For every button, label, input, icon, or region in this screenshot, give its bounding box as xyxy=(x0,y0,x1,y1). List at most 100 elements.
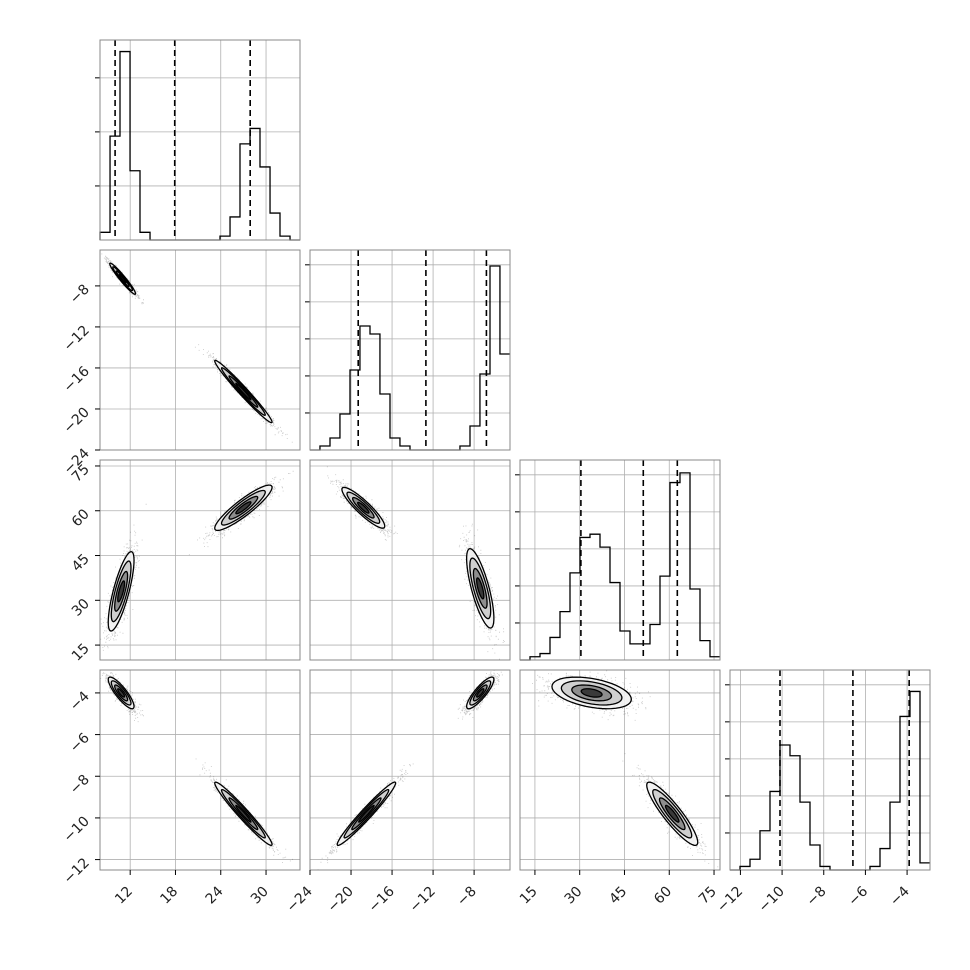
panel-frame xyxy=(99,459,301,661)
contour-line xyxy=(652,788,693,839)
contour-line xyxy=(228,495,259,520)
panel-frame xyxy=(729,669,931,871)
histogram-panel xyxy=(95,39,301,241)
x-tick-label: −12 xyxy=(714,884,746,916)
panel-frame xyxy=(99,39,301,241)
contour-line xyxy=(472,567,488,609)
density-fill xyxy=(665,805,679,823)
x-tick-label: 45 xyxy=(606,884,630,908)
y-tick-label: 60 xyxy=(69,506,93,530)
histogram-step xyxy=(520,472,720,661)
histogram-panel xyxy=(305,249,511,451)
scatter-panel xyxy=(519,669,721,871)
y-tick-label: −8 xyxy=(67,281,93,307)
contour-line xyxy=(343,788,390,839)
contour-line xyxy=(476,577,485,600)
panel-frame xyxy=(309,249,511,451)
contour-line xyxy=(228,797,259,831)
contour-line xyxy=(346,491,381,524)
contour-line xyxy=(235,382,252,401)
contour-line xyxy=(235,501,252,515)
density-fill xyxy=(235,383,251,400)
contour-line xyxy=(110,680,132,706)
scatter-panel xyxy=(99,249,301,451)
scatter-panel xyxy=(99,669,301,871)
y-tick-label: −8 xyxy=(67,772,93,798)
density-layer xyxy=(100,470,294,651)
contour-line xyxy=(336,781,397,847)
x-tick-label: −6 xyxy=(845,883,871,909)
contour-line xyxy=(115,270,130,288)
density-fill xyxy=(476,577,484,599)
density-layer xyxy=(532,670,719,868)
panel-frame xyxy=(99,249,301,451)
histogram-panel xyxy=(725,669,931,871)
density-layer xyxy=(100,672,293,863)
y-tick-label: 30 xyxy=(69,596,93,620)
x-tick-label: −8 xyxy=(804,884,830,910)
contour-line xyxy=(107,550,135,632)
x-tick-label: −20 xyxy=(325,884,357,916)
panel-frame xyxy=(309,459,511,661)
contour-line xyxy=(469,557,492,620)
contour-line xyxy=(228,375,259,408)
density-layer xyxy=(326,466,505,660)
x-tick-label: 60 xyxy=(651,884,675,908)
contour-line xyxy=(220,489,266,526)
scatter-panel xyxy=(99,459,301,661)
y-tick-label: −12 xyxy=(61,855,93,887)
contour-line xyxy=(220,367,266,417)
y-tick-label: 15 xyxy=(69,641,93,665)
contour-line xyxy=(118,273,127,284)
contour-line xyxy=(214,781,273,847)
x-tick-label: 30 xyxy=(562,884,586,908)
contour-line xyxy=(358,804,375,823)
panel-frame xyxy=(519,459,721,661)
contour-line xyxy=(117,688,126,698)
contour-line xyxy=(472,684,488,702)
x-tick-label: −8 xyxy=(454,884,480,910)
density-layer xyxy=(317,670,503,870)
y-tick-label: −10 xyxy=(61,813,93,845)
density-fill xyxy=(358,805,375,823)
contour-line xyxy=(469,680,492,706)
density-layer xyxy=(101,253,293,443)
contour-line xyxy=(112,266,134,292)
panel-frame xyxy=(309,669,511,871)
y-tick-label: −4 xyxy=(67,688,93,714)
x-tick-label: 18 xyxy=(157,884,181,908)
x-tick-label: 24 xyxy=(203,883,227,907)
y-tick-label: −12 xyxy=(61,322,93,354)
contour-line xyxy=(551,676,633,710)
contour-line xyxy=(114,570,129,612)
contour-line xyxy=(341,486,386,529)
contour-line xyxy=(560,680,623,706)
scatter-panel xyxy=(309,669,511,871)
density-fill xyxy=(235,805,251,823)
y-tick-label: 45 xyxy=(69,551,93,575)
contour-line xyxy=(109,262,137,295)
y-tick-label: −6 xyxy=(67,730,93,756)
histogram-panel xyxy=(515,459,721,661)
contour-line xyxy=(214,484,273,532)
contour-line xyxy=(664,804,680,823)
x-tick-label: 12 xyxy=(112,884,136,908)
contour-line xyxy=(465,676,495,710)
scatter-panel xyxy=(309,459,511,661)
panel-frame xyxy=(519,669,721,871)
density-fill xyxy=(476,688,484,698)
contour-line xyxy=(117,580,126,603)
density-fill xyxy=(117,688,125,698)
x-tick-label: −4 xyxy=(887,883,913,909)
x-tick-label: 15 xyxy=(517,884,541,908)
contour-line xyxy=(580,688,603,698)
histogram-step xyxy=(730,690,930,871)
histogram-step xyxy=(310,265,510,451)
contour-line xyxy=(465,547,495,629)
x-tick-label: −24 xyxy=(284,883,316,915)
contour-line xyxy=(235,804,252,823)
density-fill xyxy=(117,580,125,602)
contour-line xyxy=(658,797,686,831)
x-tick-label: 30 xyxy=(248,884,272,908)
